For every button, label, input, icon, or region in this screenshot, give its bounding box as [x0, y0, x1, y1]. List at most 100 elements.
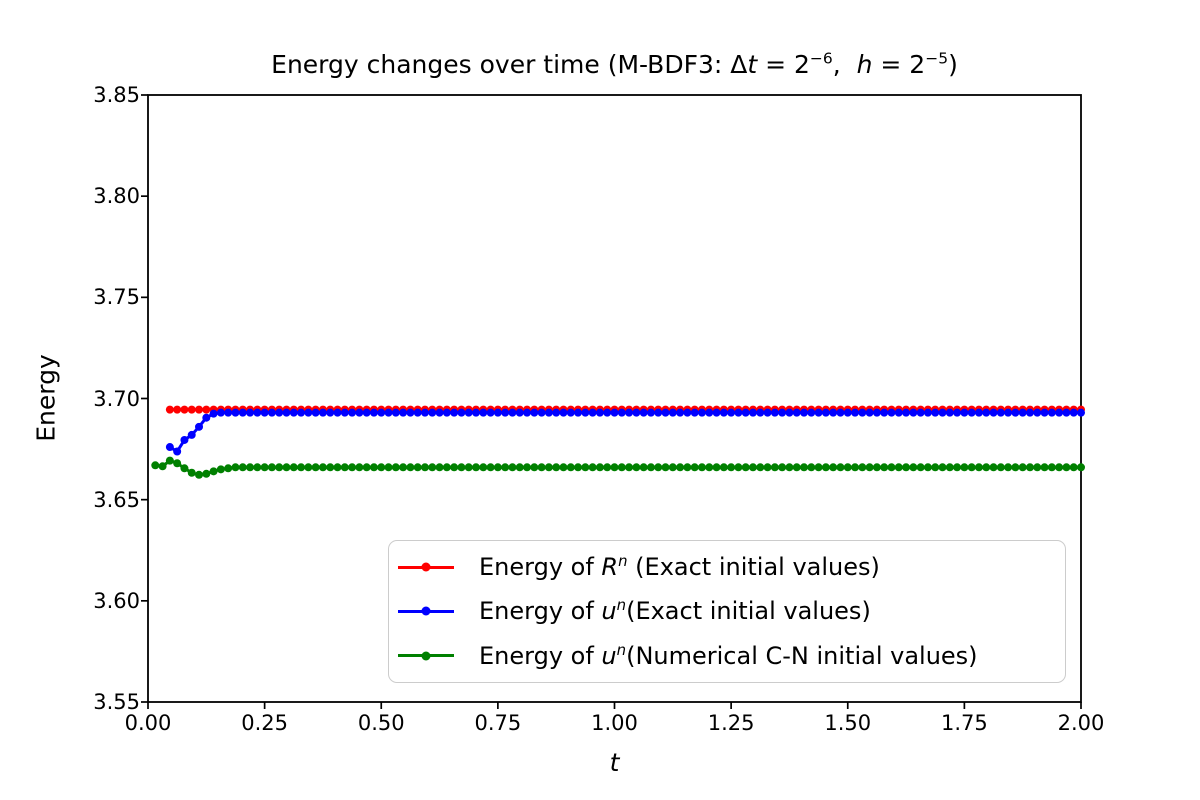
data-point-marker	[508, 408, 517, 417]
data-point-marker	[996, 408, 1005, 417]
data-point-marker	[399, 408, 408, 417]
data-point-marker	[588, 463, 597, 472]
data-point-marker	[632, 408, 641, 417]
data-point-marker	[355, 408, 364, 417]
data-point-marker	[544, 408, 553, 417]
data-point-marker	[187, 468, 196, 477]
series-line-1	[169, 411, 1081, 454]
data-point-marker	[464, 463, 473, 472]
data-point-marker	[639, 408, 648, 417]
data-point-marker	[595, 408, 604, 417]
data-point-marker	[391, 408, 400, 417]
data-point-marker	[668, 463, 677, 472]
data-point-marker	[792, 408, 801, 417]
data-point-marker	[559, 408, 568, 417]
data-point-marker	[253, 463, 262, 472]
text-segment: u	[601, 641, 617, 670]
x-axis-label: t	[609, 748, 620, 777]
data-point-marker	[202, 405, 211, 414]
x-tick-label: 0.75	[474, 711, 522, 735]
data-point-marker	[1040, 463, 1049, 472]
data-point-marker	[836, 463, 845, 472]
data-point-marker	[413, 408, 422, 417]
text-segment: Energy changes over time (M-BDF3: Δ	[271, 50, 748, 79]
text-segment: Energy of	[479, 597, 602, 626]
data-point-marker	[173, 405, 182, 414]
data-point-marker	[807, 408, 816, 417]
legend-line-marker-icon	[398, 562, 454, 572]
text-segment: Energy of	[479, 553, 602, 582]
data-point-marker	[909, 408, 918, 417]
data-point-marker	[705, 408, 714, 417]
data-point-marker	[989, 463, 998, 472]
data-point-marker	[180, 405, 189, 414]
legend-label: Energy of un(Numerical C-N initial value…	[479, 642, 978, 670]
data-point-marker	[209, 409, 218, 418]
data-point-marker	[552, 463, 561, 472]
data-point-marker	[756, 463, 765, 472]
data-point-marker	[348, 408, 357, 417]
data-point-marker	[202, 469, 211, 478]
data-point-marker	[1047, 408, 1056, 417]
data-point-marker	[814, 463, 823, 472]
data-point-marker	[770, 463, 779, 472]
data-point-marker	[639, 463, 648, 472]
data-point-marker	[537, 463, 546, 472]
data-point-marker	[399, 463, 408, 472]
data-point-marker	[442, 463, 451, 472]
data-point-marker	[195, 422, 204, 431]
data-point-marker	[800, 408, 809, 417]
data-point-marker	[282, 463, 291, 472]
data-point-marker	[231, 408, 240, 417]
data-point-marker	[938, 463, 947, 472]
data-point-marker	[289, 463, 298, 472]
data-point-marker	[880, 463, 889, 472]
data-point-marker	[617, 463, 626, 472]
data-point-marker	[829, 408, 838, 417]
data-point-marker	[843, 463, 852, 472]
data-point-marker	[821, 463, 830, 472]
text-segment: t	[747, 50, 758, 79]
data-point-marker	[369, 463, 378, 472]
data-point-marker	[1004, 463, 1013, 472]
data-point-marker	[340, 463, 349, 472]
data-point-marker	[530, 463, 539, 472]
data-point-marker	[902, 463, 911, 472]
data-point-marker	[165, 456, 174, 465]
x-tick-label: 1.25	[707, 711, 755, 735]
data-point-marker	[727, 463, 736, 472]
data-point-marker	[785, 463, 794, 472]
data-point-marker	[683, 408, 692, 417]
text-segment: ,	[832, 50, 857, 79]
legend-row-1: Energy of un(Exact initial values)	[398, 597, 1065, 625]
data-point-marker	[748, 408, 757, 417]
data-point-marker	[807, 463, 816, 472]
data-point-marker	[814, 408, 823, 417]
text-segment: h	[856, 50, 873, 79]
data-point-marker	[523, 408, 532, 417]
data-point-marker	[748, 463, 757, 472]
data-point-marker	[851, 408, 860, 417]
x-tick-label: 1.50	[824, 711, 872, 735]
legend-line-marker-icon	[398, 606, 454, 616]
legend-line-marker-icon	[398, 651, 454, 661]
data-point-marker	[209, 467, 218, 476]
data-point-marker	[931, 463, 940, 472]
data-point-marker	[362, 463, 371, 472]
data-point-marker	[318, 408, 327, 417]
data-point-marker	[668, 408, 677, 417]
data-point-marker	[508, 463, 517, 472]
data-point-marker	[457, 408, 466, 417]
data-point-marker	[457, 463, 466, 472]
data-point-marker	[501, 408, 510, 417]
data-point-marker	[661, 463, 670, 472]
data-point-marker	[464, 408, 473, 417]
data-point-marker	[712, 463, 721, 472]
x-tick-label: 0.50	[357, 711, 405, 735]
data-point-marker	[690, 408, 699, 417]
data-point-marker	[165, 405, 174, 414]
data-point-marker	[1033, 408, 1042, 417]
data-point-marker	[705, 463, 714, 472]
data-point-marker	[552, 408, 561, 417]
